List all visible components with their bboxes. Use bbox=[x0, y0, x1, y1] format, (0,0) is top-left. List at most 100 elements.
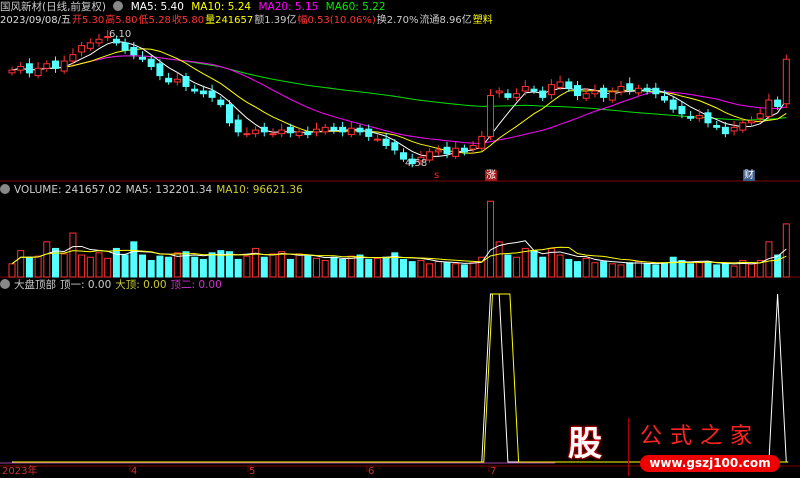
indicator-big-top: 大顶: 0.00 bbox=[115, 279, 167, 291]
volume-bar bbox=[504, 254, 512, 278]
indicator-top2: 顶二: 0.00 bbox=[170, 279, 222, 291]
volume-bar bbox=[60, 253, 68, 278]
volume-header: VOLUME: 241657.02 MA5: 132201.34 MA10: 966… bbox=[0, 184, 307, 197]
candle-body bbox=[495, 90, 503, 94]
volume-bar bbox=[608, 263, 616, 278]
candle-body bbox=[434, 149, 442, 153]
marker-finance[interactable]: 财 bbox=[743, 170, 755, 181]
candle-body bbox=[391, 142, 399, 151]
candle-body bbox=[60, 60, 68, 72]
volume-bar bbox=[199, 258, 207, 278]
candle-body bbox=[765, 99, 773, 117]
indicator-header: 大盘顶部 顶一: 0.00 大顶: 0.00 顶二: 0.00 bbox=[0, 279, 226, 292]
candle-body bbox=[69, 54, 77, 62]
candle-body bbox=[339, 126, 347, 133]
candle-body bbox=[278, 129, 286, 135]
candle-body bbox=[147, 58, 155, 68]
candle-body bbox=[591, 90, 599, 95]
volume-bar bbox=[347, 255, 355, 278]
period-label: (日线,前复权) bbox=[42, 1, 107, 13]
volume-bar bbox=[25, 256, 33, 278]
volume-title: VOLUME: 241657.02 bbox=[14, 184, 122, 196]
candle-body bbox=[104, 36, 112, 39]
float-cap: 流通8.96亿 bbox=[419, 15, 472, 26]
candle-body bbox=[678, 105, 686, 115]
candle-body bbox=[8, 69, 16, 74]
volume-bar bbox=[626, 262, 634, 278]
collapse-icon[interactable] bbox=[0, 184, 10, 194]
volume-bar bbox=[252, 247, 260, 278]
volume-bar bbox=[260, 256, 268, 278]
candle-body bbox=[452, 147, 460, 157]
high: 高5.80 bbox=[105, 15, 138, 26]
volume-bar bbox=[391, 252, 399, 278]
collapse-icon[interactable] bbox=[113, 1, 124, 11]
candle-body bbox=[400, 152, 407, 160]
x-label: 7 bbox=[490, 466, 497, 477]
candle-body bbox=[130, 46, 138, 56]
volume-bar bbox=[130, 241, 138, 278]
volume-bar bbox=[460, 264, 468, 278]
volume-bar bbox=[356, 254, 364, 278]
volume-bar bbox=[373, 257, 381, 278]
x-label: 2023年 bbox=[2, 466, 38, 477]
volume-bar bbox=[139, 254, 146, 278]
candle-body bbox=[739, 122, 747, 131]
candle-body bbox=[408, 158, 416, 165]
marker-rise[interactable]: 涨 bbox=[485, 170, 497, 181]
volume-bar bbox=[426, 263, 434, 278]
volume-bar bbox=[313, 257, 320, 278]
candle-body bbox=[121, 42, 129, 51]
volume-bar bbox=[591, 262, 599, 278]
candle-body bbox=[52, 60, 59, 69]
candle-body bbox=[730, 126, 738, 132]
candle-body bbox=[330, 126, 338, 131]
candle-body bbox=[443, 146, 451, 155]
volume-bar bbox=[539, 256, 547, 278]
volume-bar bbox=[295, 253, 303, 278]
volume-bar bbox=[530, 250, 538, 278]
volume-bar bbox=[495, 241, 503, 278]
ma5-line bbox=[11, 40, 787, 157]
volume-bar bbox=[756, 260, 764, 278]
collapse-icon[interactable] bbox=[0, 279, 10, 289]
candle-body bbox=[139, 56, 146, 60]
low-price-label: 4.58 bbox=[405, 158, 428, 169]
volume-bar bbox=[661, 262, 668, 278]
candle-body bbox=[539, 90, 547, 98]
candle-body bbox=[286, 126, 294, 134]
sector-link[interactable]: 塑料 bbox=[472, 15, 493, 26]
volume-bar bbox=[286, 258, 294, 278]
volume-bar bbox=[600, 261, 608, 278]
candle-body bbox=[243, 133, 251, 136]
candle-body bbox=[226, 104, 233, 124]
volume-bar bbox=[556, 254, 564, 278]
volume-bar bbox=[634, 261, 642, 278]
volume-bar bbox=[582, 257, 590, 278]
volume-bar bbox=[86, 256, 94, 278]
candle-body bbox=[565, 81, 573, 89]
volume-bar bbox=[565, 258, 573, 278]
candle-body bbox=[713, 125, 721, 128]
candle-body bbox=[669, 99, 677, 110]
candle-body bbox=[86, 42, 94, 49]
ma60-line bbox=[11, 55, 787, 121]
volume-bar bbox=[400, 258, 407, 278]
ma10-value: MA10: 5.24 bbox=[191, 1, 252, 13]
volume-bar bbox=[339, 258, 347, 278]
candle-body bbox=[165, 77, 173, 83]
volume-bar bbox=[78, 254, 86, 278]
volume-bar bbox=[695, 262, 703, 278]
ma60-value: MA60: 5.22 bbox=[325, 1, 386, 13]
volume-bar bbox=[521, 247, 529, 278]
volume-bar bbox=[487, 200, 494, 278]
volume-bar bbox=[226, 251, 233, 278]
volume-bar bbox=[365, 258, 373, 278]
volume-bar bbox=[617, 264, 625, 278]
volume-bar bbox=[469, 262, 477, 278]
candle-body bbox=[704, 112, 712, 124]
volume-bar bbox=[8, 263, 16, 278]
marker-s[interactable]: s bbox=[434, 170, 440, 181]
candle-body bbox=[25, 63, 33, 74]
